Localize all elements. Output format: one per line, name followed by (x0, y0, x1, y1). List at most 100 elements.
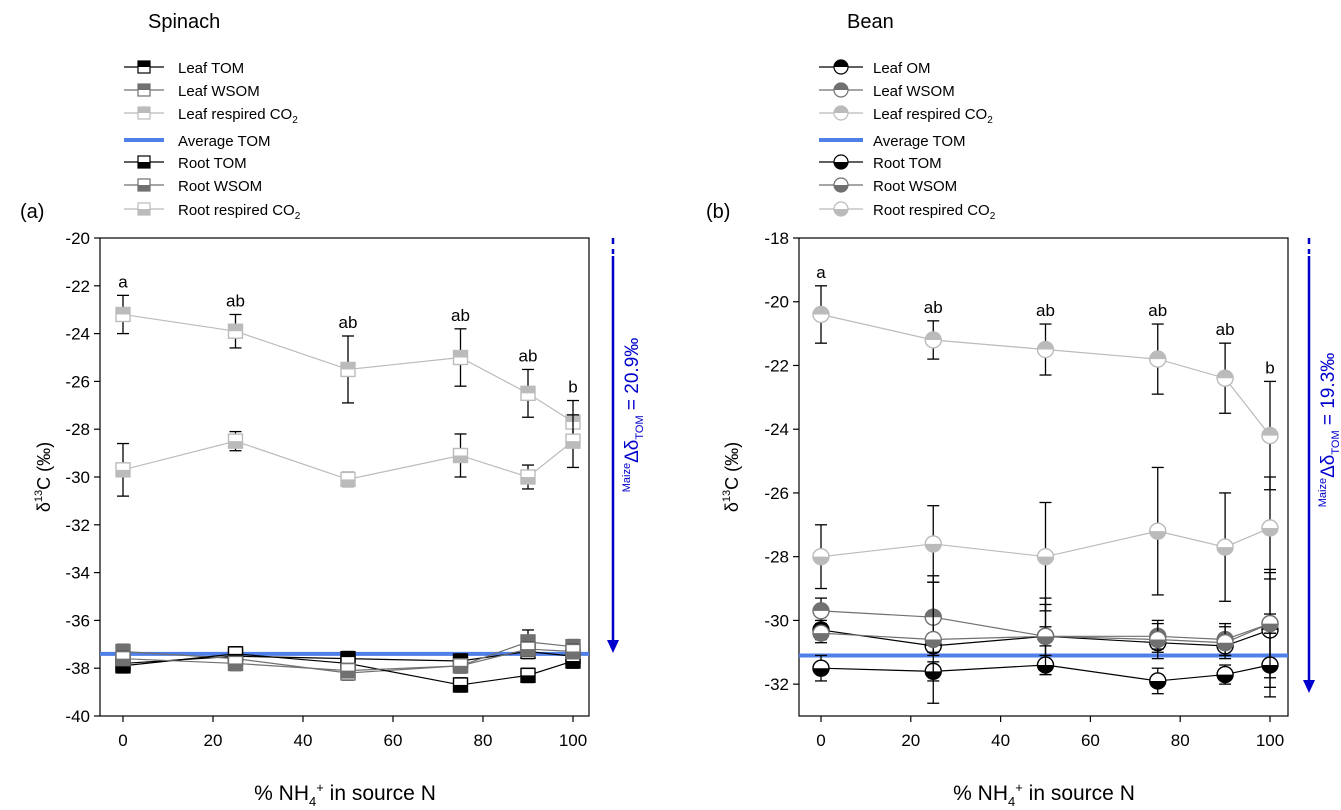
y-tick-label: -30 (65, 468, 90, 487)
significance-letter: ab (226, 291, 245, 310)
legend: Leaf OM Leaf WSOM Leaf respired CO2 Aver… (819, 59, 996, 222)
series-root-wsom (812, 568, 1279, 704)
data-point-fill (521, 649, 535, 657)
legend-marker-fill (138, 84, 150, 90)
x-tick-label: 40 (991, 731, 1010, 750)
y-tick-label: -28 (764, 548, 789, 567)
legend-label: Leaf respired CO2 (178, 106, 298, 126)
x-tick-label: 100 (559, 731, 587, 750)
legend-entry-leaf-respired-co2: Leaf respired CO2 (819, 105, 993, 126)
y-tick-label: -30 (764, 611, 789, 630)
x-tick-label: 60 (1081, 731, 1100, 750)
data-point-fill (116, 658, 130, 666)
x-tick-label: 0 (816, 731, 825, 750)
significance-letter: b (568, 378, 577, 397)
legend-label: Leaf TOM (178, 60, 244, 77)
legend: Leaf TOM Leaf WSOM Leaf respired CO2 Ave… (124, 60, 301, 222)
panel-a: Spinach (a) Leaf TOM Leaf WSOM Leaf resp… (20, 11, 646, 809)
legend-label: Root respired CO2 (178, 202, 301, 222)
data-point-fill (116, 469, 130, 477)
data-point-fill (1149, 531, 1166, 540)
legend-label: Leaf OM (873, 60, 931, 77)
data-point-fill (813, 602, 829, 611)
panel-b: Bean (b) Leaf OM Leaf WSOM Leaf respired… (706, 11, 1341, 809)
legend-entry-average-tom: Average TOM (819, 133, 966, 150)
data-point-fill (453, 684, 468, 692)
data-point-fill (1217, 674, 1234, 683)
data-point-fill (521, 386, 535, 394)
series-root-respired-co2 (812, 466, 1279, 612)
x-tick-label: 40 (294, 731, 313, 750)
legend-entry-root-tom: Root TOM (124, 155, 247, 172)
data-point-fill (341, 651, 355, 659)
significance-letter: a (118, 272, 128, 291)
y-tick-label: -24 (764, 420, 789, 439)
legend-entry-root-wsom: Root WSOM (819, 177, 957, 195)
legend-marker-fill (834, 185, 848, 192)
data-point-fill (925, 543, 942, 552)
series-leaf-respired-co2 (812, 285, 1279, 491)
data-point-fill (1262, 427, 1278, 436)
significance-letter: ab (1216, 320, 1235, 339)
legend-label: Root WSOM (873, 178, 957, 195)
y-axis: -32 -30 -28 -26 -24 -22 -20 -18 (764, 229, 799, 694)
x-axis: 0 20 40 60 80 100 (118, 716, 587, 750)
data-point-fill (1037, 341, 1054, 350)
legend-label: Root WSOM (178, 178, 262, 195)
series-line (820, 313, 1271, 436)
data-point-fill (813, 633, 829, 642)
y-axis: -40 -38 -36 -34 -32 -30 -28 -26 -24 -22 -20 (65, 229, 100, 726)
x-axis-title: % NH4+ in source N (953, 780, 1135, 809)
maize-annotation: MaizeΔδTOM = 19.3‰ (1303, 238, 1341, 693)
data-point-fill (341, 479, 355, 487)
data-point-fill (1217, 370, 1234, 379)
series-root-respired-co2 (115, 414, 581, 497)
data-point-fill (813, 306, 829, 315)
legend-entry-leaf-wsom: Leaf WSOM (124, 83, 260, 100)
significance-letters: a ab ab ab ab b (816, 263, 1274, 378)
legend-entry-root-wsom: Root WSOM (124, 178, 262, 195)
data-point-fill (566, 441, 580, 449)
data-point-fill (1149, 680, 1166, 689)
y-tick-label: -34 (65, 564, 90, 583)
legend-marker-fill (138, 185, 150, 191)
legend-label: Root TOM (178, 155, 247, 172)
y-tick-label: -22 (65, 277, 90, 296)
x-tick-label: 60 (384, 731, 403, 750)
legend-marker-fill (138, 107, 150, 113)
data-point-fill (1037, 636, 1054, 645)
data-point-fill (228, 441, 243, 449)
legend-marker-fill (138, 61, 150, 67)
y-axis-title: δ13C (‰) (33, 442, 54, 512)
legend-label: Leaf respired CO2 (873, 106, 993, 126)
data-point-fill (116, 307, 130, 315)
y-tick-label: -22 (764, 356, 789, 375)
legend-entry-leaf-respired-co2: Leaf respired CO2 (124, 106, 298, 126)
legend-marker-fill (834, 60, 848, 67)
data-point-fill (228, 663, 243, 671)
panel-label: (a) (20, 201, 44, 223)
x-tick-label: 100 (1256, 731, 1284, 750)
legend-label: Average TOM (873, 133, 966, 150)
data-point-fill (813, 668, 829, 677)
data-point-fill (925, 331, 942, 340)
y-tick-label: -28 (65, 420, 90, 439)
legend-marker-fill (834, 106, 848, 113)
data-point-fill (1217, 547, 1234, 556)
significance-letter: b (1265, 358, 1274, 377)
legend-marker-fill (138, 162, 150, 168)
panel-label: (b) (706, 201, 730, 223)
y-tick-label: -20 (65, 229, 90, 248)
series-layer (115, 294, 581, 693)
data-point-fill (1149, 639, 1166, 648)
data-point-fill (521, 477, 535, 484)
x-tick-label: 20 (901, 731, 920, 750)
series-leaf-respired-co2 (115, 294, 581, 445)
significance-letter: ab (339, 313, 358, 332)
data-point-fill (566, 639, 580, 647)
y-axis-title: δ13C (‰) (721, 442, 742, 512)
legend-marker-fill (138, 209, 150, 215)
data-point-fill (341, 670, 355, 678)
legend-label: Root respired CO2 (873, 202, 996, 222)
